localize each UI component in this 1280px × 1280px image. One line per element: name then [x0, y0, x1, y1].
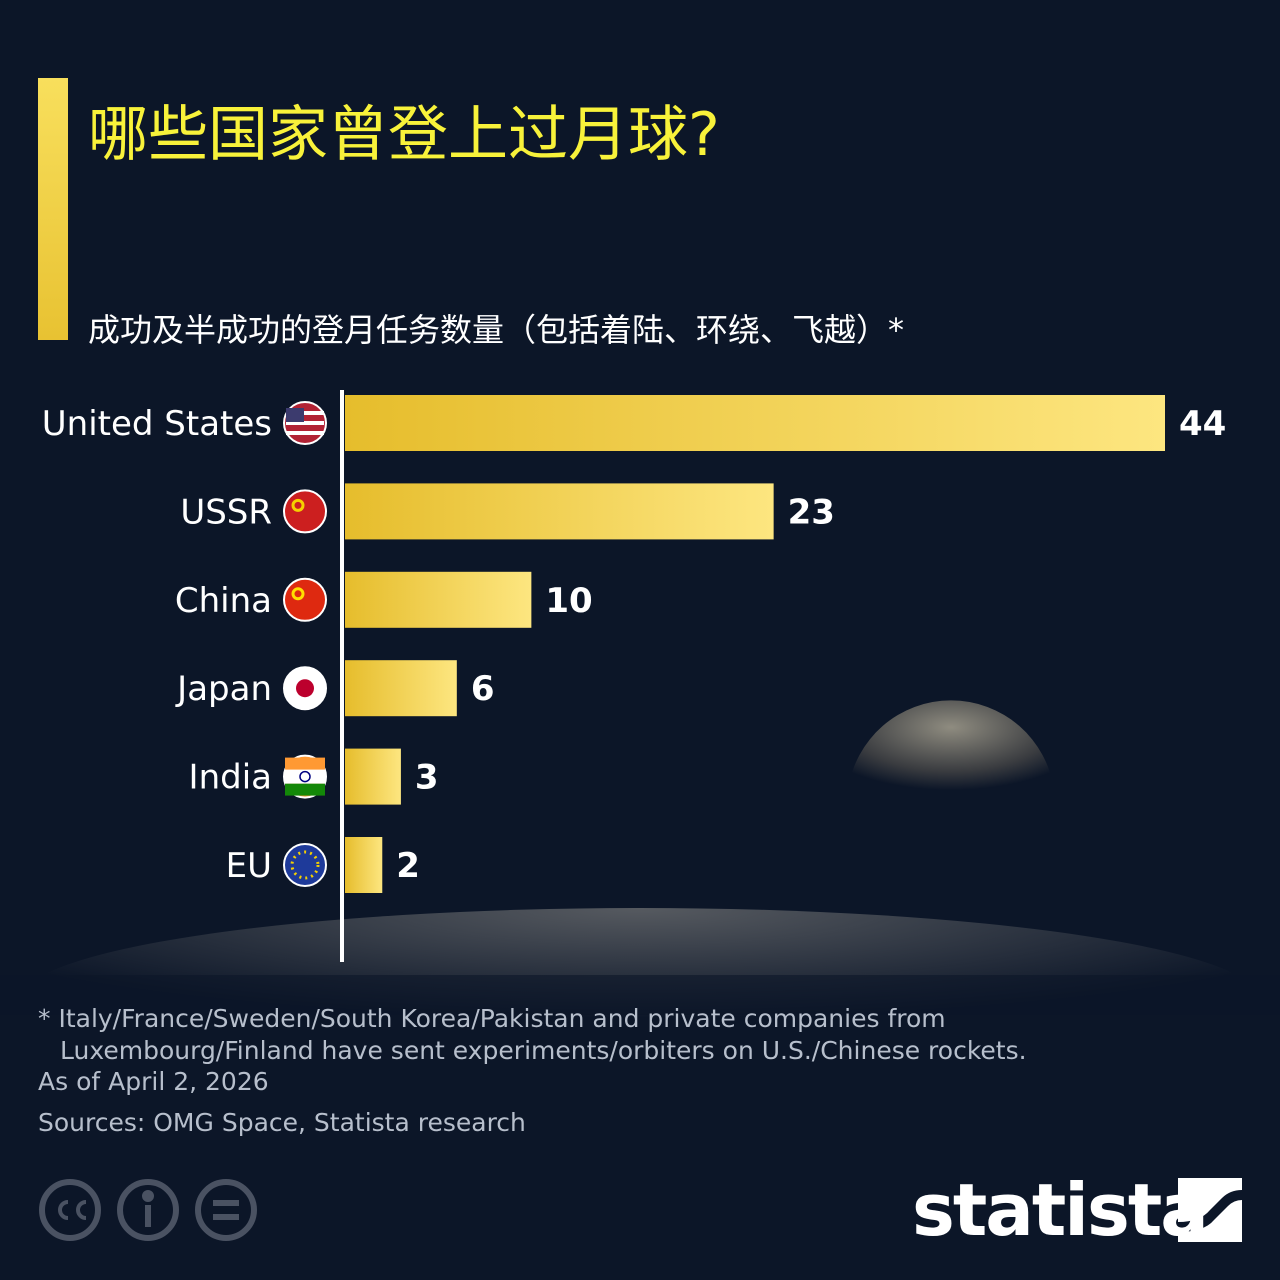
bar [345, 395, 1165, 451]
logo: statista [912, 1168, 1209, 1252]
date-note: As of April 2, 2026 [38, 1067, 269, 1096]
chart-title: 哪些国家曾登上过月球? [88, 100, 720, 170]
value-label: 6 [471, 669, 495, 709]
bar [345, 660, 457, 717]
license-icons [39, 1179, 257, 1241]
flag-sun [296, 679, 314, 698]
category-label: USSR [180, 492, 272, 532]
category-label: India [189, 758, 272, 798]
chart-subtitle: 成功及半成功的登月任务数量（包括着陆、环绕、飞越）* [88, 311, 905, 349]
flag-icon [283, 577, 327, 622]
flag-emblem [290, 850, 320, 880]
category-label: EU [226, 846, 272, 886]
flag-stripe [285, 757, 325, 770]
flag-stripe [286, 431, 324, 435]
logo-icon [1178, 1178, 1242, 1242]
value-label: 3 [415, 758, 439, 798]
flag-stripe [285, 769, 325, 784]
category-label: Japan [175, 669, 272, 709]
flag-base [283, 843, 327, 887]
flag-base [283, 489, 327, 534]
moon [848, 700, 1054, 790]
bar [345, 748, 401, 805]
title-accent [38, 78, 68, 340]
flag-icon [283, 754, 327, 799]
value-label: 10 [545, 581, 592, 621]
category-label: United States [42, 404, 272, 444]
flag-icon [283, 401, 327, 445]
bar [345, 483, 774, 540]
bar [345, 571, 532, 628]
flag-icon [283, 666, 327, 711]
flag-icon [283, 489, 327, 534]
value-label: 23 [788, 492, 835, 532]
flag-emblem [291, 587, 305, 601]
flag-emblem [291, 498, 305, 512]
flag-stripe [286, 411, 324, 415]
flag-icon [283, 843, 327, 887]
flag-stripe [286, 421, 324, 425]
flag-wheel [299, 770, 311, 783]
footnote: * Italy/France/Sweden/South Korea/Pakist… [38, 1004, 1027, 1065]
flag-stripe [285, 783, 325, 796]
category-label: China [175, 581, 272, 621]
horizon-fade [0, 975, 1280, 1015]
value-label: 44 [1179, 404, 1226, 444]
value-label: 2 [396, 846, 420, 886]
flag-base [283, 577, 327, 622]
flag-canton [286, 408, 304, 422]
bar [345, 837, 383, 893]
source: Sources: OMG Space, Statista research [38, 1108, 526, 1137]
